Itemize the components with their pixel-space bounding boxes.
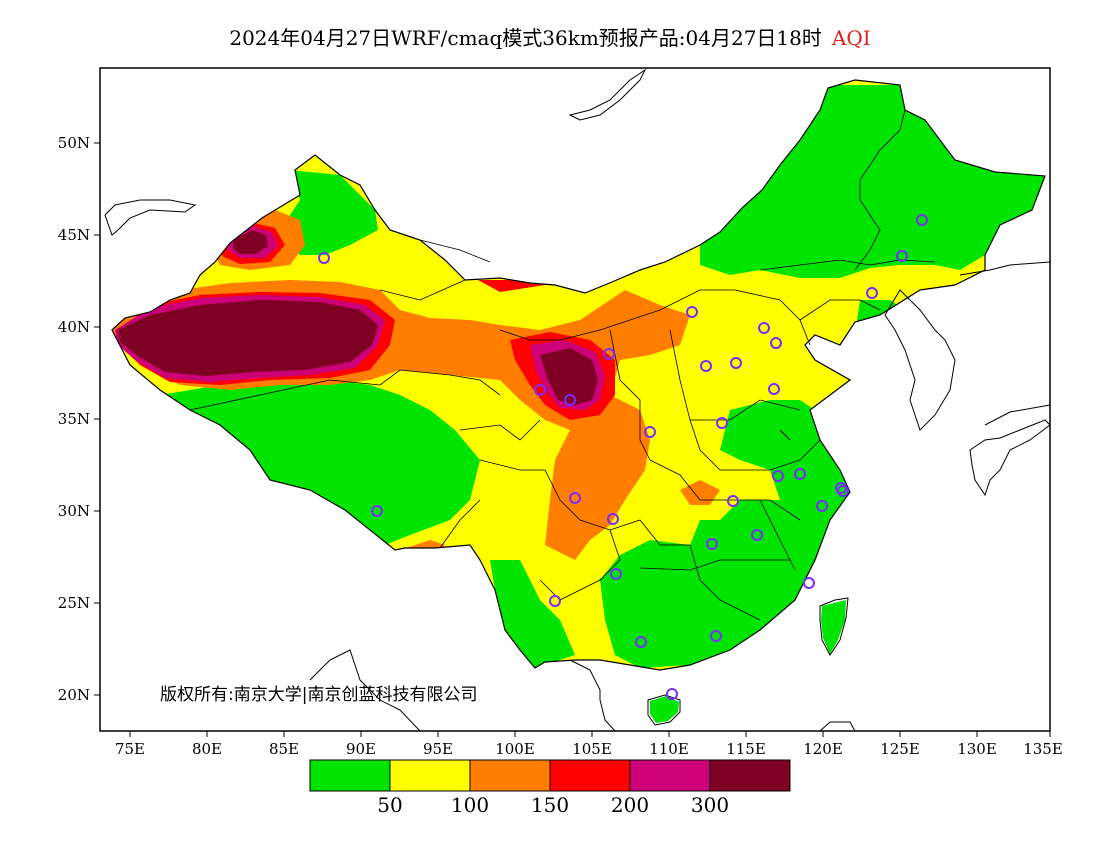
lat-ticks (94, 142, 100, 696)
colorbar-swatch (469, 759, 551, 792)
lat-label: 45N (58, 226, 90, 244)
lon-label: 110E (649, 740, 689, 758)
colorbar-swatch (389, 759, 471, 792)
colorbar-swatch (629, 759, 711, 792)
lat-label: 30N (58, 502, 90, 520)
lat-label: 20N (58, 686, 90, 704)
lon-label: 80E (192, 740, 222, 758)
title-variable: AQI (831, 26, 871, 50)
coastlines (104, 68, 1050, 731)
station-markers (318, 214, 928, 700)
colorbar-swatch (549, 759, 631, 792)
lon-ticks (129, 731, 1051, 737)
lat-label: 25N (58, 594, 90, 612)
colorbar-label: 50 (377, 793, 402, 817)
lat-labels: 20N 25N 30N 35N 40N 45N 50N (58, 134, 90, 704)
colorbar-label: 150 (531, 793, 569, 817)
colorbar (309, 759, 791, 792)
lat-label: 35N (58, 410, 90, 428)
title-main: 2024年04月27日WRF/cmaq模式36km预报产品:04月27日18时 (229, 26, 822, 50)
colorbar-label: 100 (451, 793, 489, 817)
island-fills (650, 600, 846, 723)
colorbar-swatch (309, 759, 391, 792)
lon-labels: 75E 80E 85E 90E 95E 100E 105E 110E 115E … (115, 740, 1063, 758)
lon-label: 135E (1023, 740, 1063, 758)
lon-label: 115E (726, 740, 766, 758)
lat-label: 50N (58, 134, 90, 152)
map-title: 2024年04月27日WRF/cmaq模式36km预报产品:04月27日18时 A… (0, 22, 1100, 51)
lon-label: 100E (495, 740, 535, 758)
lon-label: 105E (572, 740, 612, 758)
colorbar-labels: 50 100 150 200 300 (377, 793, 729, 817)
copyright-text: 版权所有:南京大学|南京创蓝科技有限公司 (160, 685, 478, 705)
lon-label: 130E (957, 740, 997, 758)
lon-label: 75E (115, 740, 145, 758)
lon-label: 90E (346, 740, 376, 758)
colorbar-label: 300 (691, 793, 729, 817)
lon-label: 85E (269, 740, 299, 758)
lon-label: 125E (880, 740, 920, 758)
colorbar-label: 200 (611, 793, 649, 817)
colorbar-swatch (709, 759, 791, 792)
china-border (111, 79, 1046, 671)
lat-label: 40N (58, 318, 90, 336)
lon-label: 95E (423, 740, 453, 758)
lon-label: 120E (803, 740, 843, 758)
